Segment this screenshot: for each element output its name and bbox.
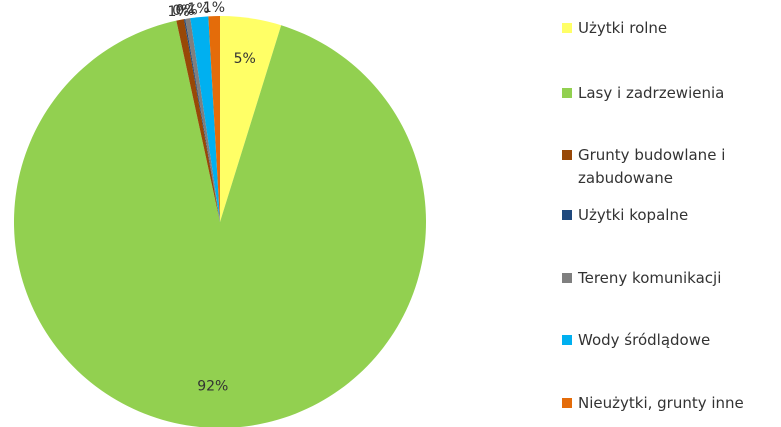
data-label: 0%	[175, 3, 197, 19]
legend-item: Użytki rolne	[562, 17, 778, 40]
legend-swatch	[562, 88, 572, 98]
legend-swatch	[562, 273, 572, 283]
pie-slice	[190, 16, 220, 222]
data-label: 1%	[203, 0, 225, 16]
legend-swatch	[562, 398, 572, 408]
data-label: 0%	[172, 3, 194, 19]
pie-slice	[176, 19, 220, 222]
legend-label: Wody śródlądowe	[578, 331, 711, 349]
legend-item: Nieużytki, grunty inne	[562, 392, 778, 415]
pie-slice	[183, 18, 220, 222]
legend-item: Tereny komunikacji	[562, 267, 778, 290]
legend-label: Nieużytki, grunty inne	[578, 394, 744, 412]
legend-item: Lasy i zadrzewienia	[562, 82, 778, 105]
pie-slice	[185, 18, 220, 222]
chart: 5%92%1%0%0%1%1%	[14, 0, 427, 427]
legend-label: Tereny komunikacji	[578, 269, 722, 287]
legend-label: Użytki kopalne	[578, 206, 689, 224]
legend-swatch	[562, 335, 572, 345]
pie-slice	[220, 16, 282, 222]
legend-swatch	[562, 210, 572, 220]
data-label: 92%	[197, 379, 228, 395]
pie-slice	[208, 16, 220, 222]
legend-label: Użytki rolne	[578, 19, 668, 37]
legend-item: Wody śródlądowe	[562, 329, 778, 352]
legend-swatch	[562, 23, 572, 33]
data-label: 5%	[234, 51, 256, 67]
legend-item: Użytki kopalne	[562, 204, 778, 227]
legend-label: Lasy i zadrzewienia	[578, 84, 725, 102]
data-label: 1%	[187, 1, 209, 17]
legend-swatch	[562, 150, 572, 160]
legend-item: Grunty budowlane i zabudowane	[562, 144, 778, 190]
pie-slice	[14, 20, 427, 427]
legend-label: Grunty budowlane i zabudowane	[578, 146, 726, 187]
data-label: 1%	[167, 4, 189, 20]
